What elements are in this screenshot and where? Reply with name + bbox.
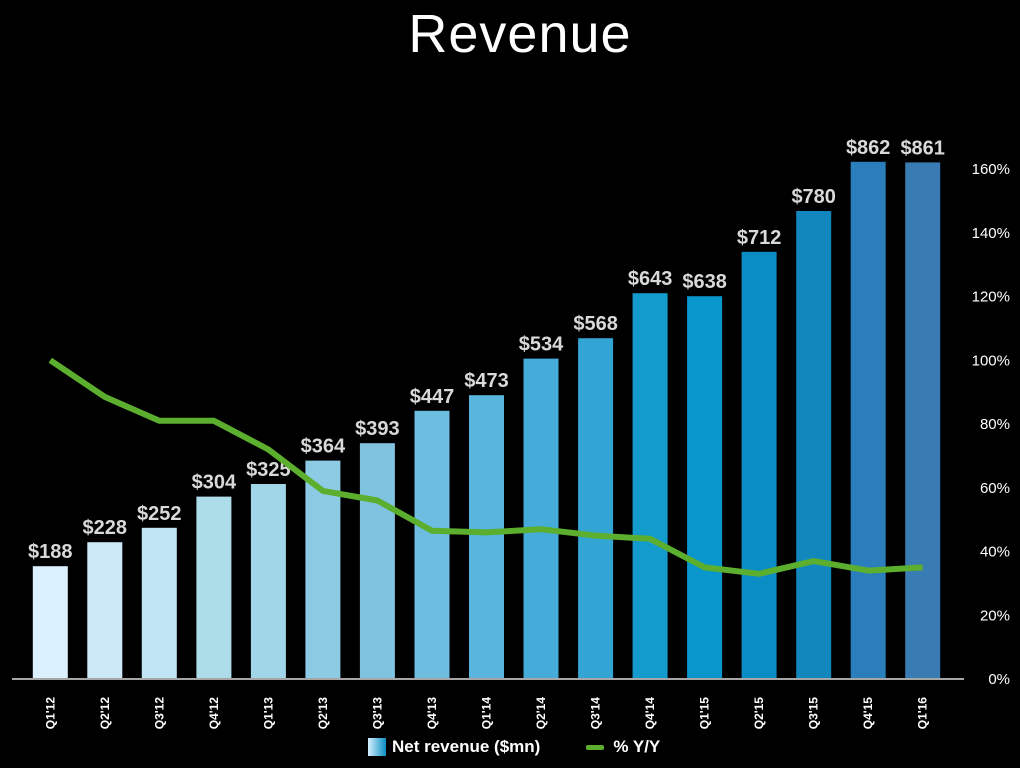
bar-Q1'16 <box>905 162 941 679</box>
bar-value-label: $568 <box>573 313 618 335</box>
bar-Q1'13 <box>250 484 286 679</box>
x-tick-label: Q3'12 <box>152 697 166 730</box>
bar-value-label: $712 <box>737 227 782 249</box>
bar-Q1'14 <box>469 395 504 679</box>
x-tick-label: Q2'15 <box>752 697 766 730</box>
bar-Q3'15 <box>796 211 832 679</box>
bar-value-label: $228 <box>83 517 128 539</box>
y-tick-label: 40% <box>980 544 1010 561</box>
bar-value-label: $780 <box>791 186 836 208</box>
y-tick-label: 60% <box>980 480 1010 497</box>
bar-value-label: $862 <box>846 137 891 159</box>
y-tick-label: 100% <box>972 352 1010 369</box>
bars-layer <box>32 161 941 680</box>
bar-value-label: $473 <box>464 370 509 392</box>
y-tick-labels-layer: 0% 20% 40% 60% 80% 100% 120% 140% 160% <box>972 161 1010 688</box>
bar-value-label: $188 <box>28 541 73 563</box>
bar-Q1'12 <box>32 566 68 679</box>
x-tick-label: Q1'12 <box>43 697 57 730</box>
bar-value-label: $643 <box>628 268 673 290</box>
x-tick-label: Q2'13 <box>316 697 330 730</box>
x-tick-label: Q4'12 <box>207 697 221 730</box>
bar-value-label: $364 <box>301 436 346 458</box>
legend-item-yoy: % Y/Y <box>586 737 660 757</box>
legend-revenue-label: Net revenue ($mn) <box>392 737 541 756</box>
y-tick-label: 120% <box>972 289 1010 306</box>
y-tick-label: 20% <box>980 607 1010 624</box>
bar-Q3'14 <box>578 338 614 679</box>
x-tick-label: Q1'15 <box>698 697 712 730</box>
bar-Q2'12 <box>87 542 123 679</box>
legend-line-swatch <box>586 744 605 750</box>
bar-value-label: $304 <box>192 472 237 494</box>
bar-Q3'13 <box>359 443 395 679</box>
x-tick-label: Q4'15 <box>861 697 875 730</box>
y-tick-label: 80% <box>980 416 1010 433</box>
line-layer <box>48 357 923 577</box>
bar-value-label: $638 <box>682 271 727 293</box>
x-tick-label: Q3'15 <box>807 697 821 730</box>
legend-bar-swatch <box>368 738 386 756</box>
bar-labels-layer: $188 $228 $252 $304 $325 $364 $393 $447 $473 $534… <box>28 137 945 563</box>
x-tick-label: Q2'12 <box>98 697 112 730</box>
x-tick-label: Q3'14 <box>589 697 603 730</box>
x-tick-labels-layer: Q1'12 Q2'12 Q3'12 Q4'12 Q1'13 Q2'13 Q3'13 Q4'13… <box>43 697 929 730</box>
x-tick-label: Q1'13 <box>261 697 275 730</box>
bar-value-label: $447 <box>410 386 455 408</box>
bar-Q1'15 <box>687 296 723 679</box>
bar-Q4'15 <box>850 161 886 680</box>
bar-Q4'13 <box>414 410 450 679</box>
bar-value-label: $393 <box>355 418 400 440</box>
legend-yoy-label: % Y/Y <box>613 737 661 756</box>
bar-value-label: $861 <box>900 137 945 159</box>
bar-Q4'12 <box>196 496 232 679</box>
bar-Q4'14 <box>632 293 668 679</box>
y-tick-label: 0% <box>988 671 1010 688</box>
bar-value-label: $534 <box>519 334 564 356</box>
chart-title: Revenue <box>408 4 632 64</box>
bar-Q3'12 <box>141 527 177 679</box>
bar-Q2'15 <box>741 251 777 680</box>
x-tick-label: Q1'16 <box>916 697 930 730</box>
y-tick-label: 140% <box>972 225 1010 242</box>
bar-Q2'14 <box>523 358 559 679</box>
y-tick-label: 160% <box>972 161 1010 178</box>
bar-value-label: $325 <box>246 459 291 481</box>
bar-value-label: $252 <box>137 503 182 525</box>
x-tick-label: Q4'14 <box>643 697 657 730</box>
x-tick-label: Q1'14 <box>480 697 494 730</box>
legend-item-revenue: Net revenue ($mn) <box>368 737 540 757</box>
x-tick-label: Q4'13 <box>425 697 439 730</box>
x-tick-label: Q3'13 <box>370 697 384 730</box>
legend: Net revenue ($mn) % Y/Y <box>368 735 660 759</box>
bar-Q2'13 <box>305 460 341 679</box>
x-tick-label: Q2'14 <box>534 697 548 730</box>
